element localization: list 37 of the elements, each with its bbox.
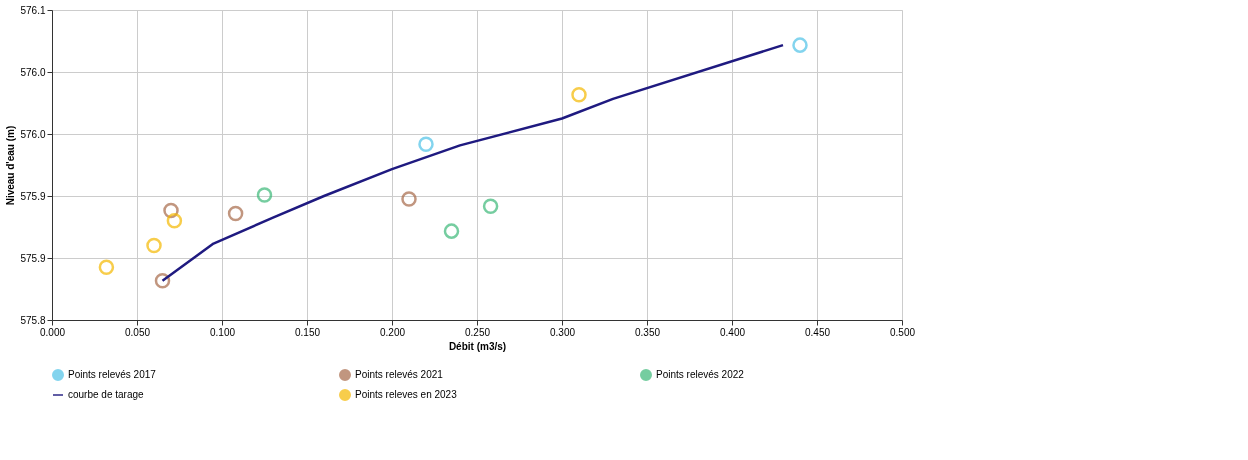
y-axis-title: Niveau d'eau (m) [5, 125, 17, 206]
legend-label: Points relevés 2021 [355, 369, 444, 380]
x-tick-label: 0.400 [719, 326, 746, 338]
y-tick-label: 576.0 [20, 66, 46, 78]
x-tick-label: 0.150 [294, 326, 321, 338]
x-tick-label: 0.250 [464, 326, 491, 338]
point [227, 205, 244, 222]
point [482, 198, 499, 215]
y-tick-label: 576.0 [20, 128, 46, 140]
y-tick-label: 575.9 [20, 190, 46, 202]
x-tick-label: 0.350 [634, 326, 661, 338]
x-tick-label: 0.000 [39, 326, 66, 338]
point [443, 223, 460, 239]
point [98, 259, 115, 276]
y-tick-label: 575.8 [20, 314, 46, 326]
x-axis-title: Débit (m3/s) [448, 340, 507, 352]
point [154, 272, 171, 289]
point [256, 187, 273, 203]
point [166, 213, 183, 229]
legend-label: Points relevés 2022 [656, 369, 745, 380]
x-tick-label: 0.500 [889, 326, 916, 338]
point [146, 237, 162, 254]
point [571, 86, 587, 103]
legend-label: Points relevés 2017 [68, 369, 157, 380]
x-tick-label: 0.200 [379, 326, 406, 338]
point [418, 136, 434, 153]
legend-label: Points releves en 2023 [355, 389, 458, 400]
x-tick-label: 0.100 [209, 326, 236, 338]
y-tick-label: 575.9 [20, 252, 46, 264]
y-tick-label: 576.1 [20, 4, 46, 16]
point [792, 37, 808, 53]
legend-label: courbe de tarage [68, 389, 145, 400]
x-tick-label: 0.300 [549, 326, 576, 338]
point [401, 191, 417, 207]
x-tick-label: 0.450 [804, 326, 831, 338]
x-tick-label: 0.050 [124, 326, 151, 338]
line-series [161, 43, 785, 282]
